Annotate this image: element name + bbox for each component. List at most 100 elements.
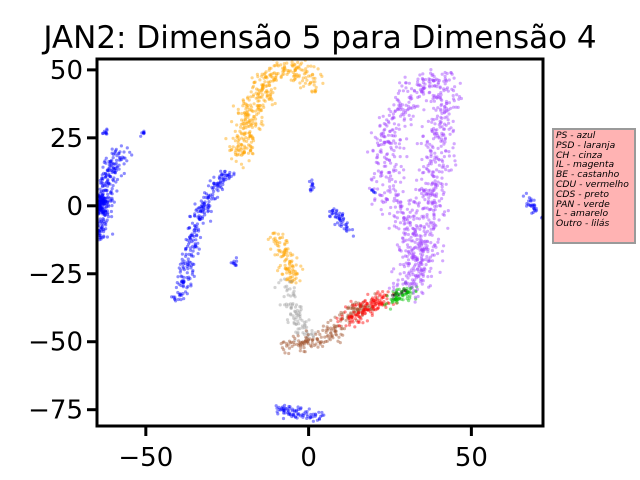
data-point — [444, 106, 448, 110]
data-point — [109, 199, 113, 203]
data-point — [312, 65, 316, 69]
data-point — [441, 259, 445, 263]
data-point — [103, 199, 107, 203]
data-point — [206, 195, 210, 199]
data-point — [242, 137, 246, 141]
data-point — [433, 184, 438, 188]
data-point — [100, 226, 104, 230]
data-point — [419, 280, 423, 284]
data-point — [408, 220, 412, 225]
data-point — [246, 106, 250, 110]
data-point — [310, 72, 315, 76]
data-point — [413, 228, 417, 232]
data-point — [100, 209, 104, 213]
data-point — [433, 84, 437, 88]
data-point — [370, 311, 374, 315]
data-point — [98, 205, 102, 209]
data-point — [393, 205, 397, 209]
data-point — [412, 281, 416, 285]
data-point — [287, 339, 292, 343]
data-point — [189, 264, 194, 268]
data-point — [190, 272, 194, 276]
data-point — [293, 273, 297, 277]
data-point — [304, 320, 308, 324]
data-point — [372, 298, 376, 302]
data-point — [181, 265, 185, 269]
data-point — [393, 180, 398, 184]
data-point — [382, 300, 386, 304]
data-point — [372, 175, 376, 180]
data-point — [284, 341, 289, 346]
data-point — [97, 233, 101, 237]
data-point — [395, 243, 399, 247]
data-point — [300, 318, 304, 322]
y-tick-label: 50 — [50, 56, 83, 86]
data-point — [380, 302, 384, 306]
data-point — [98, 236, 102, 240]
data-point — [189, 266, 193, 270]
data-point — [422, 193, 426, 197]
data-point — [367, 303, 371, 308]
data-point — [418, 237, 422, 241]
data-point — [236, 111, 241, 116]
data-point — [176, 275, 180, 279]
data-point — [194, 208, 198, 212]
data-point — [283, 277, 287, 281]
data-point — [257, 106, 261, 110]
data-point — [395, 210, 400, 214]
data-point — [92, 212, 95, 215]
data-point — [107, 172, 111, 176]
data-point — [323, 335, 327, 339]
data-point — [287, 346, 292, 350]
data-point — [284, 268, 289, 272]
data-point — [93, 239, 96, 242]
data-point — [435, 131, 439, 135]
data-point — [412, 268, 416, 272]
data-point — [382, 140, 386, 144]
data-point — [282, 69, 286, 73]
x-tick-label: 50 — [455, 443, 488, 473]
data-point — [230, 157, 234, 161]
data-point — [241, 99, 246, 103]
data-point — [434, 156, 439, 161]
data-point — [369, 300, 373, 304]
data-point — [404, 109, 408, 113]
data-point — [293, 338, 297, 342]
data-point — [282, 64, 287, 68]
data-point — [421, 134, 425, 138]
data-point — [261, 84, 265, 88]
data-point — [425, 140, 429, 144]
data-point — [294, 66, 298, 70]
data-point — [436, 106, 440, 110]
data-point — [313, 80, 317, 84]
data-point — [294, 322, 298, 326]
data-point — [408, 210, 412, 214]
data-point — [432, 126, 436, 131]
data-point — [312, 83, 316, 87]
data-point — [101, 181, 105, 186]
data-point — [431, 78, 435, 82]
data-point — [390, 293, 395, 297]
data-point — [241, 151, 245, 155]
data-point — [291, 272, 295, 276]
data-point — [398, 248, 402, 252]
data-point — [328, 215, 332, 219]
data-point — [299, 68, 303, 72]
data-point — [339, 224, 343, 228]
data-point — [176, 297, 180, 302]
data-point — [407, 202, 411, 206]
data-point — [259, 108, 264, 113]
data-point — [291, 314, 295, 318]
data-point — [399, 200, 403, 204]
data-point — [97, 199, 101, 203]
data-point — [102, 199, 106, 203]
data-point — [283, 242, 287, 246]
data-point — [189, 233, 193, 237]
data-point — [445, 101, 449, 105]
data-point — [104, 132, 108, 136]
data-point — [250, 76, 254, 80]
data-point — [431, 146, 435, 150]
data-point — [360, 303, 364, 307]
data-point — [285, 318, 290, 322]
data-point — [365, 301, 369, 305]
